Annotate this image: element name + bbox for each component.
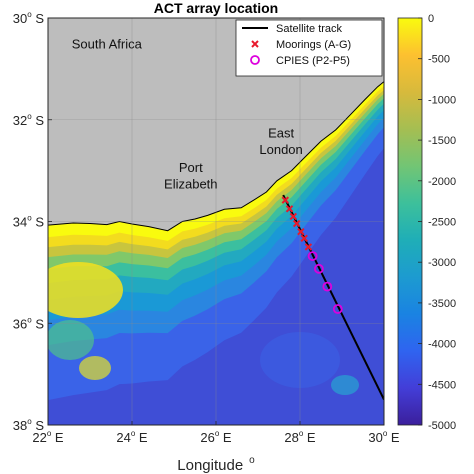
mooring-marker <box>304 243 313 251</box>
x-tick-label: 26o E <box>200 429 232 445</box>
colorbar-tick-label: -2500 <box>428 217 456 229</box>
colorbar-tick-label: -5000 <box>428 420 456 432</box>
colorbar-tick-label: 0 <box>428 13 434 25</box>
mooring-x-stroke <box>304 243 313 251</box>
colorbar-tick-label: -4500 <box>428 379 456 391</box>
legend-x-symbol <box>251 40 259 48</box>
legend-label: CPIES (P2-P5) <box>276 55 350 67</box>
x-axis-ticks: 22o E 24o E 26o E 28o E 30o E <box>32 421 400 445</box>
place-label: Elizabeth <box>164 176 217 191</box>
mooring-marker <box>300 234 308 242</box>
seamount-patch <box>331 375 359 395</box>
mooring-x-stroke <box>285 205 294 213</box>
mooring-x-stroke <box>281 196 290 204</box>
x-axis-label-text: Longitude <box>177 457 243 474</box>
cpies-markers <box>307 251 343 314</box>
place-label: London <box>259 142 302 157</box>
x-tick-label: 24o E <box>116 429 148 445</box>
grid-lines <box>48 18 384 425</box>
mooring-marker <box>281 196 290 204</box>
mooring-marker <box>297 227 305 236</box>
y-tick-label: 32o S <box>13 112 45 128</box>
legend-entry: Moorings (A-G) <box>251 39 351 51</box>
cpies-marker <box>332 304 343 314</box>
legend-circle-symbol <box>250 55 260 65</box>
legend: Satellite track Moorings (A-G) CPIES (P2-P… <box>235 19 383 77</box>
mooring-marker <box>285 205 294 213</box>
x-tick-label: 28o E <box>284 429 316 445</box>
x-axis-label: Longitude o <box>177 455 255 474</box>
legend-entry: Satellite track <box>242 23 343 35</box>
mooring-marker <box>289 212 297 221</box>
legend-box <box>235 19 383 77</box>
seamount-patch <box>79 356 111 380</box>
colorbar-tick-label: -500 <box>428 54 450 66</box>
mooring-x-stroke <box>289 212 297 221</box>
seamount-patch <box>48 320 94 360</box>
place-label: South Africa <box>72 37 143 52</box>
colorbar-tick-label: -4000 <box>428 339 456 351</box>
place-label: Port <box>179 160 203 175</box>
colorbar: 0 -500 -1000 -1500 -2000 -2500 -3000 -3500 -4000… <box>397 13 456 432</box>
figure-title: ACT array location <box>154 0 278 16</box>
y-tick-label: 34o S <box>13 214 45 230</box>
coastline <box>48 81 384 232</box>
mooring-x-stroke <box>300 234 308 242</box>
colorbar-tick-label: -1500 <box>428 135 456 147</box>
x-tick-label: 30o E <box>368 429 400 445</box>
legend-label: Satellite track <box>276 23 343 35</box>
y-axis-ticks: 30o S 32o S 34o S 36o S 38o S <box>13 10 52 433</box>
x-axis-label-superscript: o <box>249 455 255 466</box>
cpies-marker <box>313 263 324 274</box>
mooring-marker <box>292 219 301 228</box>
legend-label: Moorings (A-G) <box>276 39 351 51</box>
legend-entry: CPIES (P2-P5) <box>250 55 350 67</box>
colorbar-tick-label: -2000 <box>428 176 456 188</box>
colorbar-tick-label: -3500 <box>428 298 456 310</box>
cpies-marker <box>307 251 318 261</box>
colorbar-tick-label: -3000 <box>428 257 456 269</box>
moorings-markers <box>281 196 313 251</box>
place-label: East <box>268 126 294 141</box>
mooring-x-stroke <box>297 227 305 236</box>
y-tick-label: 30o S <box>13 10 45 26</box>
mooring-x-stroke <box>292 219 301 228</box>
x-tick-label: 22o E <box>32 429 64 445</box>
y-tick-label: 38o S <box>13 417 45 433</box>
cpies-marker <box>322 281 333 292</box>
colorbar-tick-label: -1000 <box>428 94 456 106</box>
colorbar-ticks: 0 -500 -1000 -1500 -2000 -2500 -3000 -3500 -4000… <box>418 13 456 432</box>
satellite-track-line <box>282 194 384 401</box>
agulhas-bank-shallow <box>48 262 123 318</box>
y-tick-label: 36o S <box>13 315 45 331</box>
